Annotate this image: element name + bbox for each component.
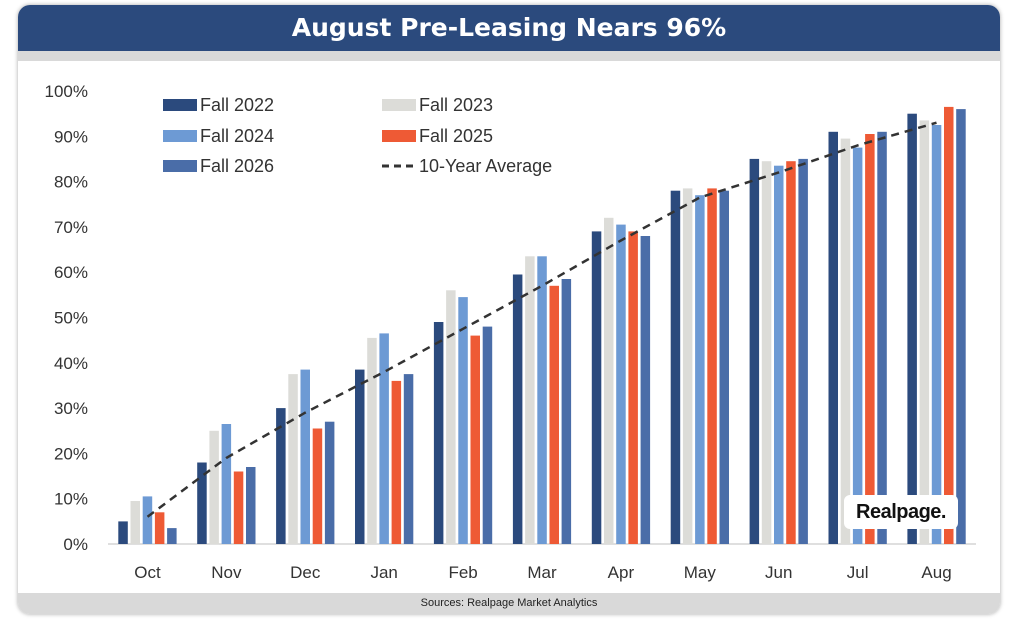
bar-fall-2024-mar (537, 256, 547, 544)
x-tick-label: Jul (847, 563, 869, 582)
bar-fall-2022-feb (433, 322, 444, 544)
bar-fall-2022-nov (197, 462, 207, 544)
bar-fall-2022-apr (591, 231, 602, 544)
y-tick-label: 60% (54, 263, 88, 282)
y-tick-label: 50% (54, 309, 88, 328)
y-tick-label: 0% (63, 535, 88, 554)
x-tick-label: Apr (608, 563, 635, 582)
source-note: Sources: Realpage Market Analytics (18, 593, 1000, 614)
bar-fall-2024-oct (142, 496, 153, 544)
legend-swatch-fall-2025 (382, 130, 416, 142)
legend-label-10-year-average: 10-Year Average (419, 156, 552, 176)
x-tick-label: Aug (921, 563, 951, 582)
bar-fall-2022-aug (907, 113, 917, 544)
chart-title: August Pre-Leasing Nears 96% (18, 5, 1000, 51)
x-tick-label: Mar (527, 563, 557, 582)
bar-fall-2025-oct (154, 512, 165, 544)
bar-chart: 0% 10% 20% 30% 40% 50% 60% 70% 80% 90% 100% Oct Nov D… (45, 82, 976, 582)
line-10-year-average (146, 121, 937, 518)
chart-card: August Pre-Leasing Nears 96% 0% 10% 20% 30%… (18, 5, 1000, 614)
bar-fall-2024-feb (458, 297, 468, 544)
bar-fall-2026-feb (482, 326, 493, 544)
bar-fall-2026-jan (403, 374, 414, 544)
y-tick-label: 10% (54, 490, 88, 509)
bar-fall-2026-jun (798, 158, 808, 544)
bar-fall-2023-mar (525, 256, 535, 544)
bar-fall-2025-jul (865, 134, 875, 544)
bar-fall-2022-jan (355, 369, 365, 544)
y-tick-label: 30% (54, 399, 88, 418)
bar-fall-2022-dec (276, 408, 286, 544)
bar-fall-2026-may (719, 190, 729, 544)
bar-fall-2023-aug (919, 120, 930, 545)
bar-fall-2022-jun (749, 158, 760, 544)
x-tick-label: Jan (370, 563, 397, 582)
x-tick-label: May (684, 563, 717, 582)
bar-fall-2025-apr (628, 231, 638, 544)
bar-fall-2023-jul (840, 138, 851, 544)
bar-fall-2023-nov (209, 430, 219, 545)
x-tick-label: Oct (134, 563, 161, 582)
bar-fall-2026-jul (877, 131, 887, 545)
bar-fall-2026-dec (324, 421, 335, 544)
bar-fall-2025-jan (391, 380, 402, 544)
bar-fall-2026-apr (640, 236, 651, 544)
bar-fall-2024-may (695, 195, 705, 544)
bar-fall-2025-aug (944, 106, 954, 545)
bar-fall-2024-apr (616, 224, 626, 544)
y-tick-label: 80% (54, 173, 88, 192)
bar-fall-2022-mar (512, 274, 523, 544)
y-tick-label: 40% (54, 354, 88, 373)
bar-fall-2025-mar (549, 285, 559, 544)
bar-fall-2024-aug (931, 125, 942, 544)
legend-swatch-fall-2024 (163, 130, 197, 142)
legend-swatch-fall-2023 (382, 99, 416, 111)
bar-fall-2023-jan (367, 337, 377, 544)
x-tick-label: Feb (448, 563, 477, 582)
bar-fall-2026-nov (246, 467, 256, 544)
bar-fall-2024-nov (221, 424, 232, 544)
y-tick-label: 90% (54, 127, 88, 146)
y-tick-label: 100% (45, 82, 88, 101)
bar-fall-2025-feb (470, 335, 480, 544)
legend-swatch-fall-2026 (163, 160, 197, 172)
bar-fall-2026-oct (167, 528, 177, 544)
bar-fall-2023-feb (446, 290, 456, 544)
bar-fall-2022-oct (118, 521, 128, 544)
legend-label-fall-2023: Fall 2023 (419, 95, 493, 115)
bar-fall-2024-jun (774, 165, 784, 544)
header-divider (18, 51, 1000, 61)
bar-fall-2024-jul (852, 147, 863, 544)
x-tick-label: Jun (765, 563, 792, 582)
bar-fall-2022-jul (828, 131, 838, 545)
bar-fall-2026-mar (561, 279, 572, 544)
bar-fall-2025-nov (233, 471, 244, 544)
bar-fall-2023-jun (761, 161, 772, 544)
y-tick-label: 70% (54, 218, 88, 237)
bar-fall-2023-may (682, 188, 693, 544)
legend-swatch-fall-2022 (163, 99, 197, 111)
bar-fall-2024-jan (379, 333, 389, 544)
legend-label-fall-2022: Fall 2022 (200, 95, 274, 115)
bar-fall-2026-aug (956, 109, 966, 544)
legend-label-fall-2025: Fall 2025 (419, 126, 493, 146)
legend-label-fall-2024: Fall 2024 (200, 126, 274, 146)
y-tick-label: 20% (54, 444, 88, 463)
bar-fall-2023-dec (288, 374, 298, 544)
x-tick-label: Dec (290, 563, 321, 582)
bar-fall-2025-jun (786, 161, 796, 544)
realpage-logo: Realpage. (844, 495, 958, 529)
bar-fall-2025-may (707, 188, 717, 544)
legend-label-fall-2026: Fall 2026 (200, 156, 274, 176)
bar-fall-2022-may (670, 190, 681, 544)
bar-fall-2023-oct (130, 501, 140, 544)
x-tick-label: Nov (211, 563, 242, 582)
bar-fall-2023-apr (604, 217, 614, 545)
bar-fall-2024-dec (300, 369, 310, 544)
bar-fall-2025-dec (312, 428, 323, 544)
